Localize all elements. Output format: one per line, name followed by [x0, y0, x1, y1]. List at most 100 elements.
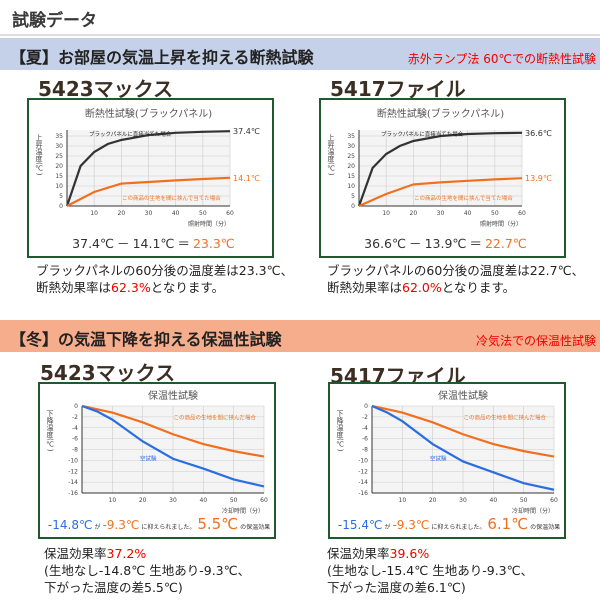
desc-line: ブラックパネルの60分後の温度差は22.7℃、 — [327, 263, 585, 278]
winter-desc-5423: 保温効果率37.2% (生地なし-14.8℃ 生地あり-9.3℃、 下がった温度… — [44, 545, 250, 596]
y-tick-label: 30 — [55, 143, 63, 150]
y-tick-label: -10 — [358, 457, 368, 464]
y-axis-label: 上昇温度(℃) — [327, 133, 335, 176]
desc-line: 下がった温度の差6.1℃) — [327, 580, 466, 595]
summer-desc-5417: ブラックパネルの60分後の温度差は22.7℃、 断熱効果率は62.0%となります… — [327, 262, 584, 296]
product-name: 5423マックス — [40, 361, 176, 385]
chart-summer-5417: 断熱性試験(ブラックパネル) 10 20 30 40 50 60 0 5 10 15 20 25 30 35… — [319, 98, 566, 258]
series-line-2 — [81, 404, 265, 488]
y-tick-label: 0 — [59, 203, 63, 210]
y-tick-label: -12 — [358, 468, 368, 475]
x-tick-label: 60 — [550, 497, 558, 504]
x-tick-label: 10 — [399, 497, 407, 504]
y-tick-label: -8 — [72, 447, 78, 454]
y-tick-label: 5 — [351, 193, 355, 200]
y-tick-label: -2 — [72, 414, 78, 421]
x-axis-label: 照射時間（分） — [188, 220, 230, 228]
y-tick-label: -4 — [72, 425, 78, 432]
series-label: この商品の生地を間に挟んで当てた場合 — [414, 194, 513, 202]
formula-ga: が — [94, 523, 100, 531]
x-tick-label: 10 — [382, 210, 390, 217]
y-tick-label: 15 — [347, 173, 355, 180]
y-tick-label: -2 — [362, 414, 368, 421]
formula-op: － — [117, 236, 130, 251]
formula-tail: の保温効果 — [530, 523, 560, 531]
x-axis-label: 照射時間（分） — [480, 220, 522, 228]
series-label: 空試験 — [430, 454, 447, 462]
series-label: この商品の生地を間に挟んだ場合 — [463, 414, 546, 422]
x-axis-label: 冷却時間（分） — [512, 507, 554, 515]
series-line-2 — [358, 177, 523, 208]
x-tick-label: 50 — [199, 210, 207, 217]
desc-line: (生地なし-15.4℃ 生地あり-9.3℃、 — [327, 563, 534, 578]
y-axis-label: 下降温度(℃) — [336, 410, 344, 452]
chart-title: 保温性試験 — [148, 389, 198, 402]
series-line-2 — [66, 176, 231, 207]
formula-a: -15.4℃ — [338, 518, 383, 532]
chart-title: 断熱性試験(ブラックパネル) — [377, 107, 504, 120]
y-tick-label: 20 — [55, 163, 63, 170]
x-tick-label: 10 — [109, 497, 117, 504]
y-tick-label: 10 — [347, 183, 355, 190]
page-title: 試験データ — [0, 0, 600, 36]
desc-line: 下がった温度の差5.5℃) — [44, 580, 183, 595]
y-tick-label: -16 — [68, 490, 78, 497]
desc-line: ブラックパネルの60分後の温度差は23.3℃、 — [36, 263, 294, 278]
x-tick-label: 30 — [169, 497, 177, 504]
x-tick-label: 20 — [139, 497, 147, 504]
formula-r: 5.5℃ — [197, 515, 238, 533]
series-line-2 — [371, 404, 555, 491]
formula-eq: ＝ — [469, 236, 482, 251]
chart-title: 保温性試験 — [438, 389, 488, 402]
desc-line: 保温効果率39.6% — [327, 546, 430, 561]
y-tick-label: 35 — [55, 133, 63, 140]
y-tick-label: 25 — [347, 153, 355, 160]
y-tick-label: 15 — [55, 173, 63, 180]
summer-note: 赤外ランプ法 60℃での断熱性試験 — [407, 52, 596, 66]
chart-winter-5417: 保温性試験 10 20 30 40 50 60 0 -2 -4 -6 -8 -10 -12 -14 -16 冷却… — [328, 382, 566, 539]
x-tick-label: 10 — [90, 210, 98, 217]
summer-desc-5423: ブラックパネルの60分後の温度差は23.3℃、 断熱効果率は62.3%となります… — [36, 262, 293, 296]
y-tick-label: -6 — [72, 436, 78, 443]
formula-a: 36.6℃ — [364, 236, 406, 251]
y-tick-label: 10 — [55, 183, 63, 190]
formula-b: -9.3℃ — [392, 518, 429, 532]
x-tick-label: 50 — [491, 210, 499, 217]
end-value-label: 14.1℃ — [233, 174, 260, 183]
x-tick-label: 60 — [260, 497, 268, 504]
formula-r: 23.3℃ — [193, 236, 235, 251]
x-axis-label: 冷却時間（分） — [222, 507, 264, 515]
x-tick-label: 40 — [200, 497, 208, 504]
summer-title: 【夏】お部屋の気温上昇を抑える断熱試験 — [10, 48, 314, 67]
series-line-1 — [371, 404, 555, 458]
y-tick-label: -8 — [362, 447, 368, 454]
chart-title: 断熱性試験(ブラックパネル) — [85, 107, 212, 120]
chart-svg: 断熱性試験(ブラックパネル) 10 20 30 40 50 60 0 5 10 15 20 25 30 35… — [327, 107, 552, 251]
chart-svg: 断熱性試験(ブラックパネル) 10 20 30 40 50 60 0 5 10 15 20 25 30 35… — [35, 107, 260, 251]
desc-line: 断熱効果率は62.0%となります。 — [327, 280, 516, 295]
chart-summer-5423: 断熱性試験(ブラックパネル) 10 20 30 40 50 60 0 5 10 15 20 25 30 35… — [27, 98, 274, 258]
y-tick-label: -6 — [362, 436, 368, 443]
y-tick-label: 0 — [364, 403, 368, 410]
series-label: ブラックパネルに直接当てた場合 — [381, 130, 464, 138]
y-tick-label: -4 — [362, 425, 368, 432]
x-tick-label: 20 — [410, 210, 418, 217]
y-tick-label: 5 — [59, 193, 63, 200]
desc-line: 断熱効果率は62.3%となります。 — [36, 280, 225, 295]
formula-a: 37.4℃ — [72, 236, 114, 251]
x-tick-label: 50 — [230, 497, 238, 504]
y-tick-label: 0 — [351, 203, 355, 210]
chart-svg: 保温性試験 10 20 30 40 50 60 0 -2 -4 -6 -8 -10 -12 -14 -16 冷却… — [46, 389, 270, 533]
formula-a: -14.8℃ — [48, 518, 93, 532]
series-label: ブラックパネルに直接当てた場合 — [89, 130, 172, 138]
formula-b: 13.9℃ — [425, 236, 467, 251]
product-name: 5423マックス — [38, 77, 174, 101]
desc-line: 保温効果率37.2% — [44, 546, 147, 561]
formula: -14.8℃ が -9.3℃ に抑えられました。 5.5℃ の保温効果 — [48, 515, 270, 533]
series-label: この商品の生地を間に挟んで当てた場合 — [122, 194, 221, 202]
x-tick-label: 40 — [464, 210, 472, 217]
series-line-1 — [81, 404, 265, 458]
y-axis-label: 下降温度(℃) — [46, 410, 54, 452]
efficiency-rate: 62.0% — [402, 280, 442, 295]
series-label: この商品の生地を間に挟んだ場合 — [173, 414, 256, 422]
